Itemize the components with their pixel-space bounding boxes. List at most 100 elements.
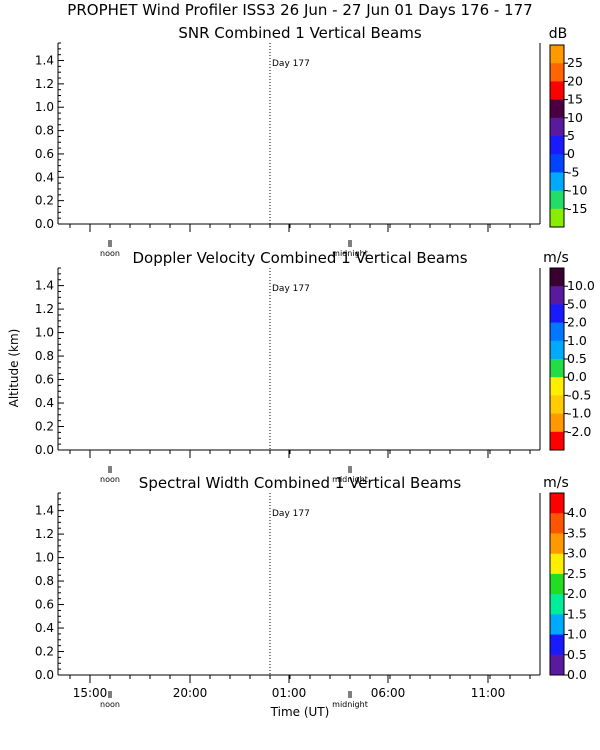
y-tick-label: 0.8 xyxy=(35,124,54,138)
x-tick-label: 20:00 xyxy=(173,686,208,700)
chart-marks: 0.0 0.2 0.4 0.6 0.8 1.0 1.2 1.4 Day 177 noon midni… xyxy=(35,42,595,709)
noon-label: noon xyxy=(100,249,120,258)
y-tick-label: 0.6 xyxy=(35,373,54,387)
colorbar-unit-snr: dB xyxy=(549,26,568,42)
y-tick-label: 0.8 xyxy=(35,349,54,363)
y-tick-label: 1.4 xyxy=(35,504,54,518)
colorbar-swatch xyxy=(550,45,564,64)
colorbar-swatch xyxy=(550,594,564,615)
colorbar-swatch xyxy=(550,431,564,451)
y-tick-label: 0.6 xyxy=(35,598,54,612)
colorbar-label: -10 xyxy=(567,183,587,198)
y-tick-label: 0.0 xyxy=(35,668,54,682)
y-tick-label: 1.4 xyxy=(35,279,54,293)
colorbar-label: -0.5 xyxy=(567,387,591,402)
colorbar-unit-spectral-width: m/s xyxy=(543,475,569,491)
x-tick-label: 01:00 xyxy=(272,686,307,700)
y-tick-label: 0.6 xyxy=(35,147,54,161)
colorbar-label: 0 xyxy=(567,146,575,161)
colorbar-label: 0.0 xyxy=(567,369,587,384)
colorbar-swatch xyxy=(550,493,564,514)
colorbar-swatch xyxy=(550,136,564,155)
colorbar-label: 1.0 xyxy=(567,627,587,642)
midnight-label: midnight xyxy=(332,700,368,709)
y-tick-label: 0.2 xyxy=(35,645,54,659)
colorbar-label: 0.5 xyxy=(567,647,587,662)
midnight-label: midnight xyxy=(332,249,368,258)
y-axis-label: Altitude (km) xyxy=(7,329,21,408)
colorbar-swatch xyxy=(550,208,564,228)
colorbar-swatch xyxy=(550,553,564,575)
colorbar-swatch xyxy=(550,304,564,324)
y-tick-label: 1.2 xyxy=(35,77,54,91)
y-tick-label: 0.2 xyxy=(35,420,54,434)
colorbar-swatch xyxy=(550,359,564,378)
colorbar-swatch xyxy=(550,614,564,636)
figure-title: PROPHET Wind Profiler ISS3 26 Jun - 27 J… xyxy=(67,1,532,19)
x-tick-label: 06:00 xyxy=(371,686,406,700)
colorbar-swatch xyxy=(550,413,564,433)
colorbar-label: -1.0 xyxy=(567,406,591,421)
colorbar-label: 3.0 xyxy=(567,546,587,561)
y-tick-label: 0.4 xyxy=(35,396,54,410)
colorbar-swatch xyxy=(550,190,564,210)
colorbar-label: 5 xyxy=(567,128,575,143)
y-tick-label: 0.4 xyxy=(35,170,54,184)
midnight-label: midnight xyxy=(332,475,368,484)
colorbar-label: 4.0 xyxy=(567,505,587,520)
colorbar-unit-doppler: m/s xyxy=(543,250,569,266)
colorbar-label: 10.0 xyxy=(567,278,595,293)
panel-title-doppler: Doppler Velocity Combined 1 Vertical Bea… xyxy=(132,249,467,267)
colorbar-label: 0.0 xyxy=(567,667,587,682)
y-tick-label: 1.0 xyxy=(35,326,54,340)
colorbar-label: 20 xyxy=(567,73,583,88)
colorbar-swatch xyxy=(550,573,564,595)
noon-label: noon xyxy=(100,700,120,709)
colorbar-swatch xyxy=(550,81,564,101)
colorbar-label: -2.0 xyxy=(567,424,591,439)
panel-title-snr: SNR Combined 1 Vertical Beams xyxy=(178,24,421,42)
colorbar-swatch xyxy=(550,268,564,287)
colorbar-label: 0.5 xyxy=(567,351,587,366)
day-marker-label: Day 177 xyxy=(272,284,310,294)
colorbar-label: 5.0 xyxy=(567,296,587,311)
colorbar-swatch xyxy=(550,533,564,555)
colorbar-swatch xyxy=(550,654,564,676)
colorbar-label: 25 xyxy=(567,55,583,70)
colorbar-label: 1.5 xyxy=(567,606,587,621)
y-tick-label: 0.8 xyxy=(35,574,54,588)
x-tick-label: 11:00 xyxy=(471,686,506,700)
colorbar-swatch xyxy=(550,395,564,415)
colorbar-swatch xyxy=(550,154,564,173)
colorbar-swatch xyxy=(550,377,564,396)
y-tick-label: 1.4 xyxy=(35,54,54,68)
y-tick-label: 1.2 xyxy=(35,302,54,316)
colorbar-swatch xyxy=(550,513,564,534)
colorbar-swatch xyxy=(550,117,564,137)
colorbar-label: 2.5 xyxy=(567,566,587,581)
y-tick-label: 1.0 xyxy=(35,100,54,114)
y-tick-label: 0.0 xyxy=(35,217,54,231)
colorbar-swatch xyxy=(550,63,564,82)
y-tick-label: 0.4 xyxy=(35,621,54,635)
colorbar-swatch xyxy=(550,99,564,119)
noon-label: noon xyxy=(100,475,120,484)
panel-title-spectral-width: Spectral Width Combined 1 Vertical Beams xyxy=(139,474,462,492)
colorbar-label: 1.0 xyxy=(567,333,587,348)
y-tick-label: 1.0 xyxy=(35,551,54,565)
y-tick-label: 0.2 xyxy=(35,194,54,208)
y-tick-label: 1.2 xyxy=(35,527,54,541)
colorbar-label: 15 xyxy=(567,92,583,107)
x-axis-label: Time (UT) xyxy=(270,705,330,719)
colorbar-label: 10 xyxy=(567,110,583,125)
colorbar-label: -5 xyxy=(567,164,579,179)
colorbar-label: 3.5 xyxy=(567,525,587,540)
colorbar-swatch xyxy=(550,286,564,305)
colorbar-label: 2.0 xyxy=(567,586,587,601)
day-marker-label: Day 177 xyxy=(272,59,310,69)
colorbar-swatch xyxy=(550,340,564,360)
y-tick-label: 0.0 xyxy=(35,443,54,457)
colorbar-frame xyxy=(549,492,565,676)
colorbar-swatch xyxy=(550,634,564,656)
